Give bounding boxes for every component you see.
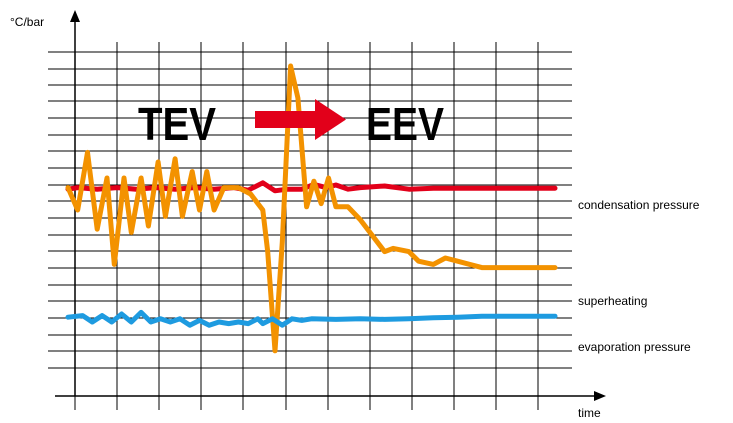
legend-evaporation-pressure: evaporation pressure (578, 340, 691, 354)
legend-condensation-pressure: condensation pressure (578, 198, 700, 212)
grid (48, 37, 572, 410)
series-line-evaporation-pressure (65, 309, 558, 328)
y-axis-arrowhead (70, 10, 80, 22)
tev-label: TEV (138, 98, 216, 150)
x-axis (55, 391, 606, 401)
transition-arrow-shaft (255, 111, 318, 128)
x-axis-arrowhead (594, 391, 606, 401)
y-axis-label: °C/bar (10, 15, 44, 29)
transition-arrow-head (315, 99, 346, 140)
legend-superheating: superheating (578, 294, 647, 308)
eev-label: EEV (366, 98, 444, 150)
transition-arrow (255, 99, 346, 140)
x-axis-label: time (578, 406, 601, 420)
series-line-superheating (65, 63, 558, 354)
